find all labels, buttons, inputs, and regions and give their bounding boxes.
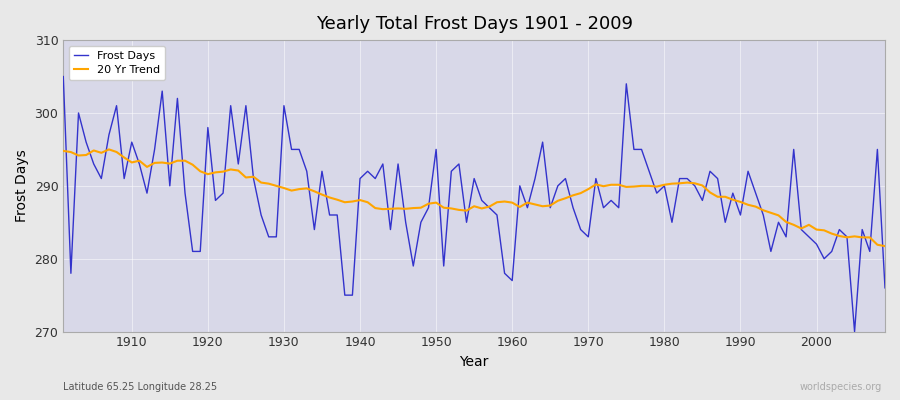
20 Yr Trend (515, 204, 526, 209)
Frost Days (850, 329, 860, 334)
Frost Days (58, 74, 68, 79)
X-axis label: Year: Year (460, 355, 489, 369)
Text: Latitude 65.25 Longitude 28.25: Latitude 65.25 Longitude 28.25 (63, 382, 217, 392)
Frost Days (500, 271, 510, 276)
Legend: Frost Days, 20 Yr Trend: Frost Days, 20 Yr Trend (68, 46, 166, 80)
Frost Days (507, 278, 517, 283)
Frost Days (332, 212, 343, 217)
20 Yr Trend (879, 244, 890, 248)
Text: worldspecies.org: worldspecies.org (800, 382, 882, 392)
20 Yr Trend (126, 160, 137, 165)
Title: Yearly Total Frost Days 1901 - 2009: Yearly Total Frost Days 1901 - 2009 (316, 15, 633, 33)
20 Yr Trend (104, 147, 114, 152)
20 Yr Trend (606, 182, 616, 187)
Frost Days (286, 147, 297, 152)
Frost Days (598, 205, 609, 210)
20 Yr Trend (58, 148, 68, 153)
20 Yr Trend (293, 187, 304, 192)
20 Yr Trend (507, 200, 517, 205)
Line: 20 Yr Trend: 20 Yr Trend (63, 150, 885, 246)
Frost Days (879, 286, 890, 290)
Line: Frost Days: Frost Days (63, 76, 885, 332)
Y-axis label: Frost Days: Frost Days (15, 150, 29, 222)
Frost Days (119, 176, 130, 181)
20 Yr Trend (339, 200, 350, 205)
